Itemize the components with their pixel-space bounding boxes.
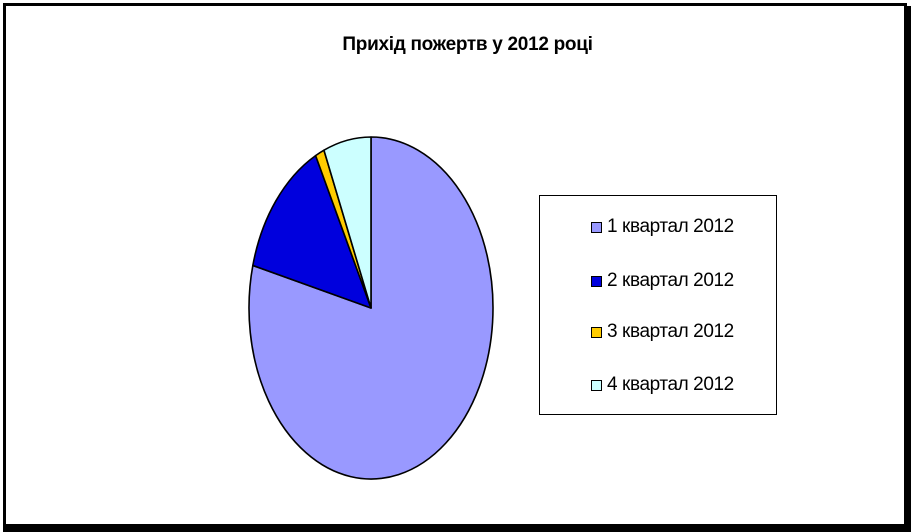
legend-item-q4: 4 квартал 2012 bbox=[591, 373, 734, 397]
legend-item-q2: 2 квартал 2012 bbox=[591, 269, 734, 293]
chart-title: Прихід пожертв у 2012 році bbox=[342, 34, 593, 55]
chart-border-bottom bbox=[3, 524, 911, 532]
chart-border-top bbox=[3, 3, 907, 6]
legend-label-q2: 2 квартал 2012 bbox=[607, 270, 734, 291]
legend-swatch-q1 bbox=[591, 221, 602, 233]
chart-border-right bbox=[904, 6, 911, 532]
legend-swatch-q2 bbox=[591, 275, 602, 287]
legend-item-q3: 3 квартал 2012 bbox=[591, 320, 734, 344]
legend-label-q4: 4 квартал 2012 bbox=[607, 374, 734, 395]
legend-swatch-q4 bbox=[591, 379, 602, 391]
legend: 1 квартал 2012 2 квартал 2012 3 квартал … bbox=[539, 195, 777, 415]
legend-item-q1: 1 квартал 2012 bbox=[591, 215, 734, 239]
legend-label-q3: 3 квартал 2012 bbox=[607, 321, 734, 342]
pie-slice-q1 bbox=[248, 136, 494, 480]
chart-border-left bbox=[3, 3, 6, 527]
legend-swatch-q3 bbox=[591, 326, 602, 338]
pie-slice-q4 bbox=[323, 136, 372, 309]
pie-slice-q2 bbox=[252, 154, 372, 309]
legend-label-q1: 1 квартал 2012 bbox=[607, 216, 734, 237]
